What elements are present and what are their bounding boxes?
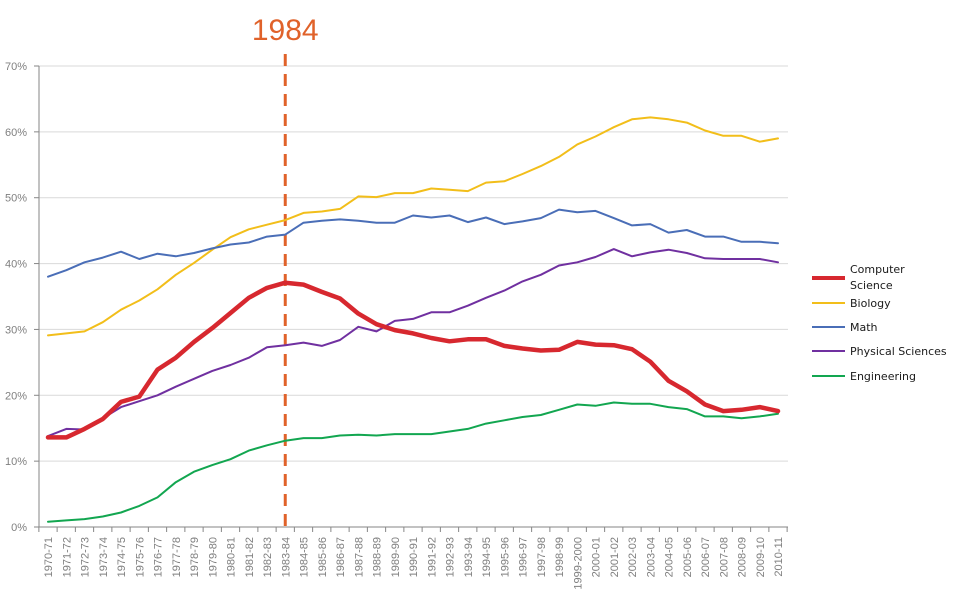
y-tick-label: 60% [5, 127, 27, 139]
x-tick-label: 1973-74 [98, 537, 110, 577]
x-tick-label: 1978-79 [189, 537, 201, 577]
y-tick-label: 30% [5, 324, 27, 336]
x-tick-label: 1984-85 [299, 537, 311, 577]
legend-label: Physical Sciences [850, 345, 947, 358]
x-axis-ticks: 1970-71 1971-72 1972-73 1973-74 1974-75 1975-… [38, 527, 788, 590]
x-tick-label: 1979-80 [207, 537, 219, 577]
legend-item-math: Math [812, 321, 878, 334]
x-tick-label: 1976-77 [153, 537, 165, 577]
x-tick-label: 1987-88 [353, 537, 365, 577]
x-tick-label: 1983-84 [280, 537, 292, 577]
y-tick-label: 10% [5, 456, 27, 468]
x-tick-label: 2006-07 [700, 537, 712, 577]
y-tick-label: 50% [5, 193, 27, 205]
x-tick-label: 1999-2000 [572, 537, 584, 590]
legend-item-biology: Biology [812, 297, 891, 310]
series-line-computer-science [45, 280, 781, 440]
legend-item-engineering: Engineering [812, 370, 916, 383]
legend: Computer Science Biology Math Physical Scien… [812, 263, 947, 383]
series-line-biology [47, 116, 779, 337]
annotation-label: 1984 [252, 14, 319, 47]
x-tick-label: 1997-98 [536, 537, 548, 577]
x-tick-label: 1975-76 [134, 537, 146, 577]
x-tick-label: 1993-94 [463, 537, 475, 577]
x-tick-label: 1994-95 [481, 537, 493, 577]
series-line-physical-sciences [47, 248, 779, 438]
x-tick-label: 1974-75 [116, 537, 128, 577]
x-tick-label: 1977-78 [171, 537, 183, 577]
series-line-engineering [47, 401, 779, 523]
x-tick-label: 1981-82 [244, 537, 256, 577]
x-tick-label: 1998-99 [554, 537, 566, 577]
x-tick-label: 1982-83 [262, 537, 274, 577]
legend-label: Math [850, 321, 878, 334]
x-tick-label: 1972-73 [80, 537, 92, 577]
legend-label: Computer [850, 263, 905, 276]
x-tick-label: 1970-71 [43, 537, 55, 577]
x-tick-label: 2007-08 [718, 537, 730, 577]
x-tick-label: 2010-11 [773, 537, 785, 577]
legend-item-physical-sciences: Physical Sciences [812, 345, 947, 358]
annotation-1984: 1984 [252, 14, 319, 527]
x-tick-label: 1980-81 [226, 537, 238, 577]
x-tick-label: 2002-03 [627, 537, 639, 577]
legend-label: Engineering [850, 370, 916, 383]
x-tick-label: 1990-91 [408, 537, 420, 577]
series-line-math [47, 208, 779, 278]
x-tick-label: 1988-89 [372, 537, 384, 577]
x-tick-label: 1992-93 [445, 537, 457, 577]
legend-label: Biology [850, 297, 891, 310]
y-tick-label: 0% [11, 522, 27, 534]
x-tick-label: 2009-10 [755, 537, 767, 577]
legend-label: Science [850, 279, 893, 292]
x-tick-label: 2003-04 [645, 537, 657, 577]
x-tick-label: 1991-92 [426, 537, 438, 577]
x-tick-label: 2008-09 [737, 537, 749, 577]
y-tick-label: 20% [5, 390, 27, 402]
x-tick-label: 1995-96 [499, 537, 511, 577]
gridlines [39, 65, 788, 462]
x-tick-label: 1986-87 [335, 537, 347, 577]
x-tick-label: 2004-05 [664, 537, 676, 577]
axes [38, 66, 788, 528]
x-tick-label: 2000-01 [591, 537, 603, 577]
x-tick-label: 1985-86 [317, 537, 329, 577]
x-tick-label: 1971-72 [61, 537, 73, 577]
y-tick-label: 70% [5, 61, 27, 73]
y-tick-label: 40% [5, 259, 27, 271]
y-axis-ticks: 0% 10% 20% 30% 40% 50% 60% 70% [5, 61, 39, 534]
x-tick-label: 1996-97 [518, 537, 530, 577]
x-tick-label: 1989-90 [390, 537, 402, 577]
x-tick-label: 2001-02 [609, 537, 621, 577]
x-tick-label: 2005-06 [682, 537, 694, 577]
series-lines [45, 116, 781, 523]
legend-item-computer-science: Computer Science [812, 263, 905, 292]
